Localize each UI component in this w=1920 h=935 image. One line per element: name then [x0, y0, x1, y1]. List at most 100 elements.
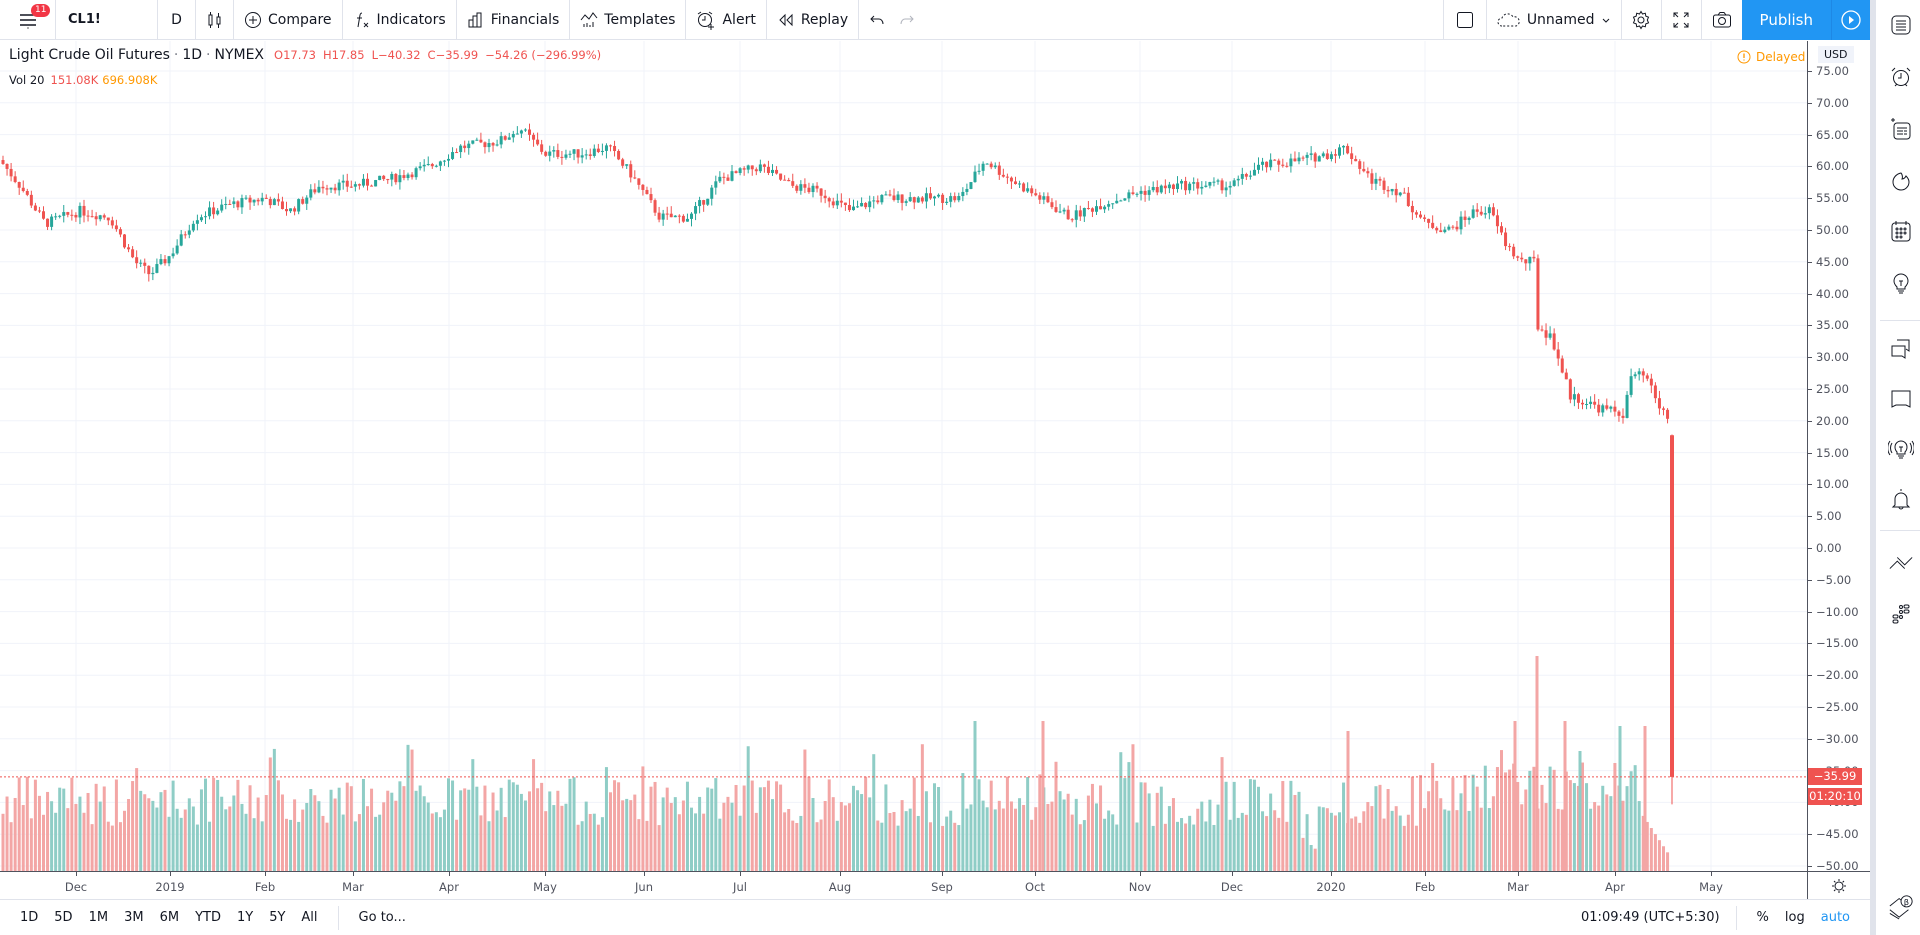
legend-high: H17.85 — [323, 48, 365, 62]
price-tick-label: 35.00 — [1816, 318, 1849, 333]
range-6m[interactable]: 6M — [159, 910, 180, 925]
play-circle-icon — [1841, 9, 1861, 30]
publish-label: Publish — [1759, 10, 1813, 29]
time-tick-mark — [1331, 872, 1332, 876]
range-5y[interactable]: 5Y — [269, 910, 286, 925]
chart-style-button[interactable] — [196, 0, 234, 40]
calendar-button[interactable] — [1888, 218, 1914, 244]
bar-chart-icon — [468, 12, 482, 27]
delayed-label: Delayed — [1756, 50, 1806, 64]
sun-settings-icon — [1832, 878, 1846, 893]
time-tick-mark — [1425, 872, 1426, 876]
range-ytd[interactable]: YTD — [195, 910, 221, 925]
financials-button[interactable]: Financials — [457, 0, 571, 40]
replay-button[interactable]: Replay — [767, 0, 860, 40]
alerts-button[interactable] — [1888, 64, 1914, 90]
ideas-button[interactable] — [1888, 270, 1914, 296]
templates-button[interactable]: Templates — [570, 0, 687, 40]
price-tick-label: 45.00 — [1816, 254, 1849, 269]
hotlists-button[interactable] — [1888, 168, 1914, 194]
compare-button[interactable]: Compare — [234, 0, 343, 40]
object-tree-icon — [1892, 604, 1910, 624]
time-tick-mark — [1518, 872, 1519, 876]
price-tick-label: 65.00 — [1816, 127, 1849, 142]
settings-button[interactable] — [1622, 0, 1662, 40]
goto-button[interactable]: Go to... — [358, 910, 406, 925]
beta-features-button[interactable]: β — [1888, 893, 1914, 920]
layout-name-button[interactable]: Unnamed — [1487, 0, 1622, 40]
chats-button[interactable] — [1888, 336, 1914, 362]
time-tick-label: Dec — [1220, 880, 1244, 894]
bottom-toolbar: 1D 5D 1M 3M 6M YTD 1Y 5Y All Go to... 01… — [0, 899, 1870, 935]
price-tick-label: 15.00 — [1816, 445, 1849, 460]
delayed-status[interactable]: Delayed — [1737, 50, 1805, 64]
auto-toggle[interactable]: auto — [1820, 910, 1850, 925]
chart-pane[interactable] — [0, 41, 1807, 871]
range-1m[interactable]: 1M — [88, 910, 109, 925]
time-tick-mark — [942, 872, 943, 876]
plus-circle-icon — [245, 11, 261, 28]
currency-label[interactable]: USD — [1818, 46, 1854, 63]
clock-timezone[interactable]: 01:09:49 (UTC+5:30) — [1581, 910, 1720, 925]
price-tick-label: −15.00 — [1816, 636, 1859, 651]
cloud-icon — [1497, 12, 1520, 26]
legend-title[interactable]: Light Crude Oil Futures — [9, 47, 170, 63]
notifications-button[interactable] — [1888, 486, 1914, 512]
range-3m[interactable]: 3M — [124, 910, 144, 925]
collapse-panel-button[interactable] — [1888, 550, 1914, 576]
range-1y[interactable]: 1Y — [236, 910, 254, 925]
time-tick-mark — [1140, 872, 1141, 876]
time-axis[interactable]: Dec 2019 Feb Mar Apr May Jun Jul Aug Sep Oct Nov Dec… — [0, 871, 1807, 899]
time-tick-mark — [740, 872, 741, 876]
chat-button[interactable] — [1888, 386, 1914, 412]
volume-label[interactable]: Vol 20 — [9, 73, 45, 87]
publish-button[interactable]: Publish — [1741, 0, 1832, 40]
snapshot-button[interactable] — [1702, 0, 1742, 40]
range-5d[interactable]: 5D — [54, 910, 73, 925]
alert-button[interactable]: Alert — [686, 0, 767, 40]
range-all[interactable]: All — [301, 910, 318, 925]
redo-icon[interactable] — [899, 12, 915, 28]
watchlist-button[interactable] — [1888, 12, 1914, 38]
data-window-icon — [1891, 118, 1911, 140]
publish-play-button[interactable] — [1832, 0, 1870, 40]
broadcast-bulb-icon — [1888, 440, 1914, 459]
price-tick-mark — [1808, 579, 1812, 581]
price-tick-mark — [1808, 834, 1812, 836]
main-menu-button[interactable]: 11 — [0, 0, 56, 40]
undo-icon[interactable] — [869, 12, 885, 28]
time-tick-label: Sep — [931, 880, 953, 894]
fullscreen-button[interactable] — [1662, 0, 1702, 40]
price-tick-mark — [1808, 420, 1812, 422]
range-1d[interactable]: 1D — [20, 910, 39, 925]
price-tick-mark — [1808, 230, 1812, 231]
time-tick-mark — [545, 872, 546, 876]
log-toggle[interactable]: log — [1784, 910, 1805, 925]
percent-toggle[interactable]: % — [1756, 910, 1769, 925]
divider — [1880, 530, 1920, 531]
object-tree-button[interactable] — [1888, 600, 1914, 626]
time-tick-label: Jul — [733, 880, 747, 894]
interval-button[interactable]: D — [158, 0, 196, 40]
price-tick-mark — [1808, 134, 1812, 136]
price-axis[interactable]: USD 75.00 70.00 65.00 60.00 55.00 50.00 45.00 4… — [1807, 41, 1870, 873]
financials-label: Financials — [490, 11, 560, 28]
data-window-button[interactable] — [1888, 116, 1914, 142]
price-tick-label: 5.00 — [1816, 509, 1842, 524]
price-tick-label: −30.00 — [1816, 731, 1859, 746]
symbol-search-button[interactable]: CL1! — [56, 0, 158, 40]
legend-separator: · — [173, 47, 179, 63]
indicators-button[interactable]: Indicators — [343, 0, 457, 40]
right-sidebar: β — [1870, 0, 1920, 935]
axis-settings-button[interactable] — [1807, 871, 1870, 899]
last-price-tag: −35.99 — [1808, 768, 1862, 785]
chevron-down-icon — [1602, 18, 1609, 23]
chat-bubble-icon — [1891, 390, 1911, 408]
time-tick-label: Jun — [635, 880, 653, 894]
layout-select-button[interactable] — [1442, 0, 1487, 40]
streams-button[interactable] — [1888, 436, 1914, 462]
alarm-clock-icon — [1891, 67, 1911, 87]
volume-value: 151.08K — [50, 73, 99, 87]
price-chart[interactable] — [0, 41, 1807, 871]
price-tick-mark — [1808, 357, 1812, 359]
